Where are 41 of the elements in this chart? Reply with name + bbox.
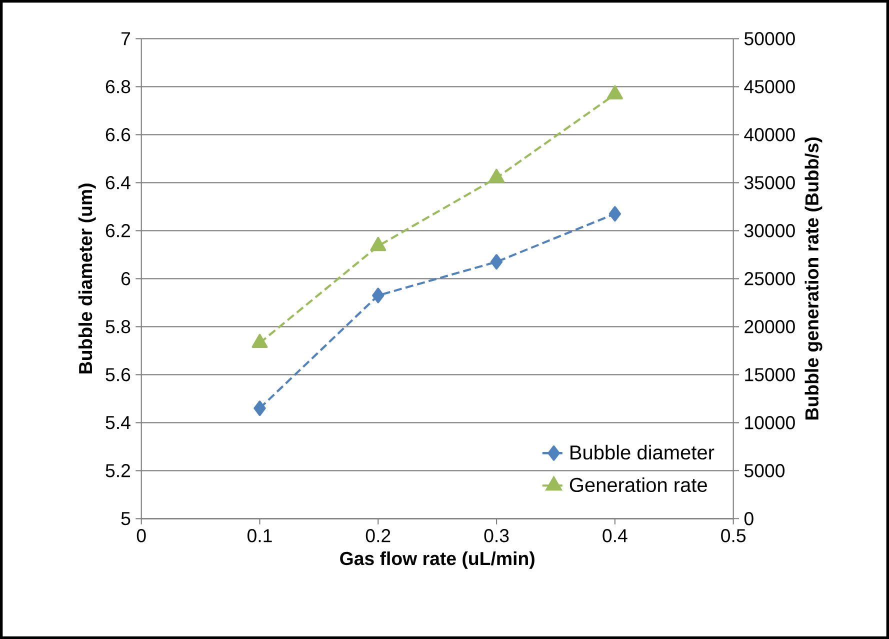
- y2-tick-label: 25000: [744, 272, 795, 286]
- y-tick-label: 5.4: [106, 416, 130, 430]
- x-tick-label: 0.3: [484, 529, 509, 542]
- point: [254, 400, 266, 416]
- point: [608, 206, 621, 222]
- y2-tick-label: 30000: [744, 224, 795, 238]
- y-tick-label: 7: [122, 32, 130, 46]
- point: [372, 288, 384, 304]
- y-tick-label: 5.6: [106, 368, 130, 382]
- y-tick-label: 6.4: [106, 176, 130, 190]
- y2-tick-label: 15000: [745, 368, 795, 382]
- x-tick-label: 0.5: [721, 529, 746, 542]
- legend-label: Bubble diameter: [570, 444, 714, 460]
- x-tick-label: 0.1: [247, 529, 272, 542]
- point: [606, 85, 623, 100]
- point: [252, 334, 268, 348]
- y2-tick-label: 10000: [745, 416, 795, 430]
- y2-tick-label: 5000: [744, 464, 785, 478]
- x-tick-label: 0.4: [602, 529, 628, 542]
- y2-tick-label: 0: [744, 512, 754, 526]
- x-tick-label: 0: [136, 529, 146, 542]
- y2-axis-title: Bubble generation rate (Bubb/s): [804, 138, 822, 420]
- y-tick-label: 6.6: [106, 128, 130, 142]
- y-tick-label: 6: [122, 272, 130, 286]
- y2-tick-label: 35000: [744, 176, 795, 190]
- y-tick-label: 5.2: [106, 464, 130, 478]
- y2-tick-label: 45000: [744, 80, 795, 94]
- y2-tick-label: 40000: [744, 128, 795, 142]
- point: [488, 168, 505, 183]
- y-tick-label: 6.2: [106, 224, 130, 238]
- y-axis-title: Bubble diameter (um): [78, 184, 96, 374]
- point: [370, 236, 386, 252]
- x-tick-label: 0.2: [366, 529, 390, 542]
- y-tick-label: 6.8: [106, 80, 130, 94]
- y-tick-label: 5.8: [106, 320, 130, 334]
- y2-tick-label: 50000: [744, 32, 795, 46]
- x-axis-title: Gas flow rate (uL/min): [340, 551, 534, 569]
- y2-tick-label: 20000: [744, 320, 795, 334]
- legend-label: Generation rate: [570, 477, 707, 492]
- point: [490, 254, 503, 270]
- y-tick-label: 5: [121, 512, 130, 526]
